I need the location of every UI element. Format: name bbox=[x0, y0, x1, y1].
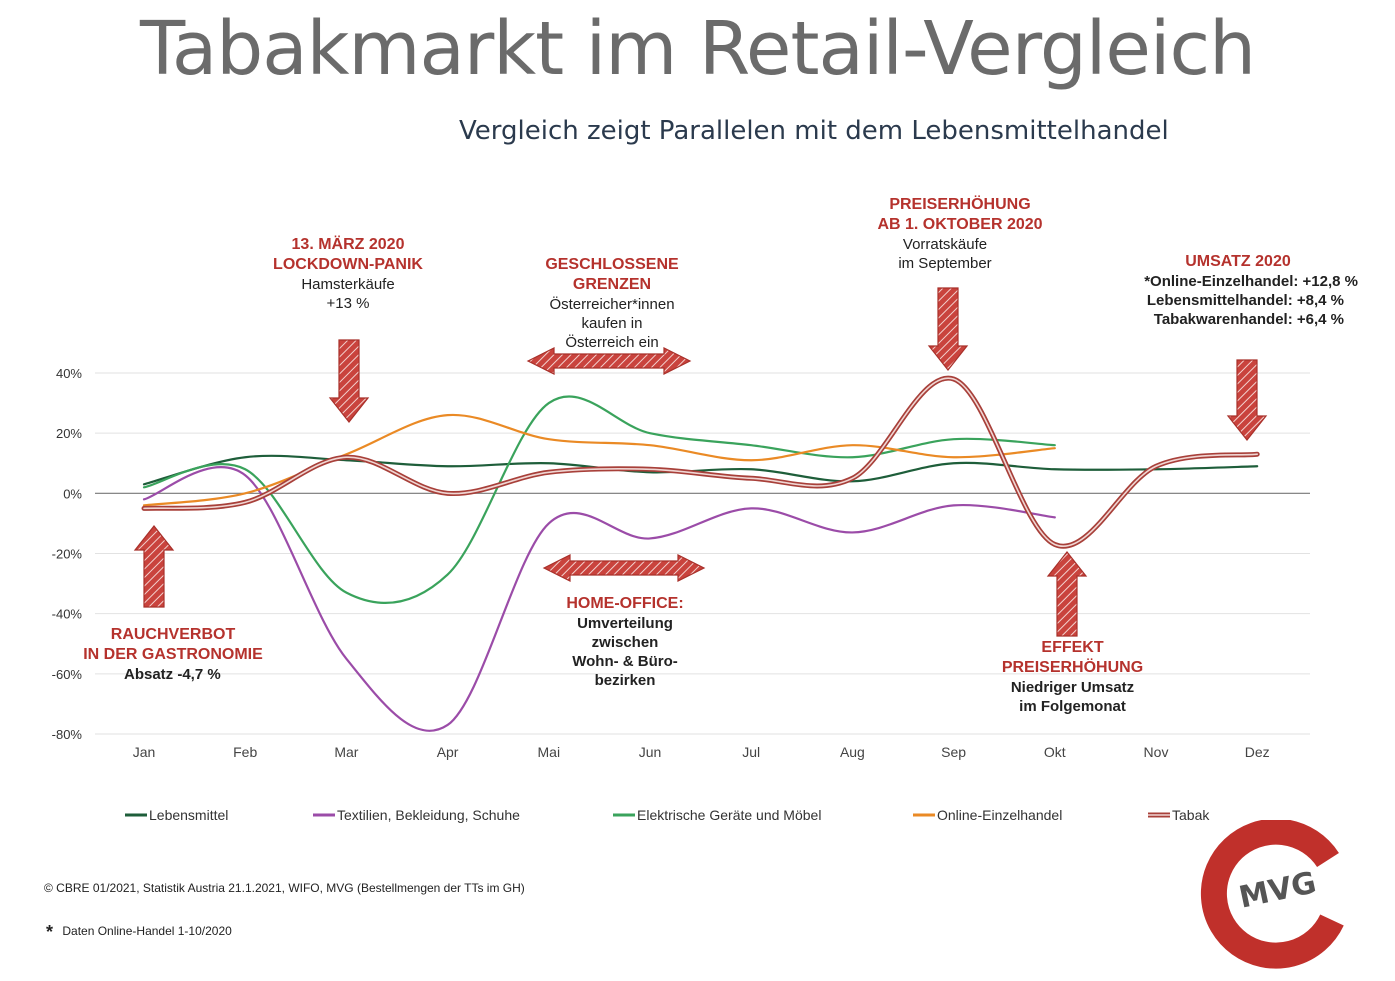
annotation-homeoffice: HOME-OFFICE: Umverteilung zwischen Wohn-… bbox=[540, 594, 710, 690]
series-line bbox=[142, 466, 1056, 732]
series-lines bbox=[141, 375, 1260, 732]
annotation-rauchverbot: RAUCHVERBOT IN DER GASTRONOMIE Absatz -4… bbox=[78, 625, 268, 684]
series-line bbox=[142, 413, 1056, 507]
annotation-umsatz: UMSATZ 2020 *Online-Einzelhandel: +12,8 … bbox=[1118, 252, 1358, 329]
annotation-text: Wohn- & Büro- bbox=[572, 653, 678, 670]
annotation-text: im Folgemonat bbox=[1019, 698, 1126, 715]
annotation-heading: 13. MÄRZ 2020 bbox=[291, 236, 405, 253]
footnote: * Daten Online-Handel 1-10/2020 bbox=[46, 922, 232, 943]
x-tick-label: Nov bbox=[1144, 744, 1169, 760]
annotation-text: Vorratskäufe bbox=[902, 236, 988, 253]
annotation-arrow bbox=[1046, 551, 1088, 637]
annotation-text: Hamsterkäufe bbox=[301, 276, 395, 293]
logo-ring bbox=[1200, 820, 1344, 969]
annotation-heading: IN DER GASTRONOMIE bbox=[83, 646, 263, 663]
annotation-text: im September bbox=[898, 255, 992, 272]
annotation-text: bezirken bbox=[594, 672, 656, 689]
annotation-grenzen: GESCHLOSSENE GRENZEN Österreicher*innen … bbox=[522, 255, 702, 352]
grid-lines bbox=[95, 372, 1310, 735]
series-line-tabak bbox=[143, 377, 1258, 548]
annotation-heading: GRENZEN bbox=[572, 276, 652, 293]
annotation-arrow bbox=[927, 287, 969, 371]
annotation-text: Lebensmittelhandel: +8,4 % bbox=[1146, 292, 1344, 309]
x-tick-label: Jan bbox=[133, 744, 156, 760]
annotation-heading: PREISERHÖHUNG bbox=[889, 196, 1031, 213]
annotation-heading: GESCHLOSSENE bbox=[545, 256, 679, 273]
annotation-effekt: EFFEKT PREISERHÖHUNG Niedriger Umsatz im… bbox=[985, 638, 1160, 716]
x-tick-label: Mai bbox=[538, 744, 561, 760]
x-tick-label: Mar bbox=[334, 744, 358, 760]
x-tick-label: Apr bbox=[437, 744, 459, 760]
annotation-arrow bbox=[133, 525, 175, 608]
x-tick-labels: Jan Feb Mar Apr Mai Jun Jul Aug Sep Okt Nov Dez bbox=[133, 744, 1270, 760]
legend-label: Tabak bbox=[1172, 807, 1210, 823]
legend-label: Online-Einzelhandel bbox=[937, 807, 1062, 823]
x-tick-label: Feb bbox=[233, 744, 257, 760]
annotation-text: Tabakwarenhandel: +6,4 % bbox=[1153, 311, 1344, 328]
legend-label: Elektrische Geräte und Möbel bbox=[637, 807, 821, 823]
series-line bbox=[142, 395, 1056, 605]
annotation-text: Niedriger Umsatz bbox=[1010, 679, 1135, 696]
x-tick-label: Sep bbox=[941, 744, 966, 760]
annotation-heading: LOCKDOWN-PANIK bbox=[273, 256, 423, 273]
x-tick-label: Okt bbox=[1044, 744, 1066, 760]
x-tick-label: Dez bbox=[1245, 744, 1270, 760]
annotation-arrows bbox=[133, 287, 1268, 637]
source-note: © CBRE 01/2021, Statistik Austria 21.1.2… bbox=[44, 881, 525, 895]
y-tick-label: -20% bbox=[52, 547, 83, 562]
x-tick-label: Aug bbox=[840, 744, 865, 760]
annotation-text: Österreicher*innen bbox=[549, 296, 675, 313]
annotation-text: Umverteilung bbox=[577, 615, 673, 632]
page-subtitle: Vergleich zeigt Parallelen mit dem Leben… bbox=[459, 116, 1169, 146]
y-tick-label: 40% bbox=[56, 366, 82, 381]
y-tick-label: -80% bbox=[52, 727, 83, 742]
y-tick-label: -40% bbox=[52, 607, 83, 622]
annotation-double-arrow bbox=[542, 554, 706, 582]
annotation-text: Absatz -4,7 % bbox=[124, 666, 221, 683]
y-tick-label: 0% bbox=[63, 486, 82, 501]
annotation-heading: HOME-OFFICE: bbox=[566, 595, 684, 612]
annotation-lockdown: 13. MÄRZ 2020 LOCKDOWN-PANIK Hamsterkäuf… bbox=[258, 235, 438, 313]
footnote-star: * bbox=[46, 922, 54, 942]
logo-text: MVG bbox=[1236, 865, 1319, 915]
annotation-arrow bbox=[1226, 359, 1268, 441]
annotation-preiserhoehung: PREISERHÖHUNG AB 1. OKTOBER 2020 Vorrats… bbox=[850, 195, 1070, 273]
x-tick-label: Jun bbox=[639, 744, 662, 760]
mvg-logo: MVG bbox=[1200, 820, 1344, 969]
annotation-text: *Online-Einzelhandel: +12,8 % bbox=[1144, 273, 1358, 290]
x-tick-label: Jul bbox=[742, 744, 760, 760]
legend-label: Lebensmittel bbox=[149, 807, 228, 823]
annotation-heading: EFFEKT bbox=[1041, 639, 1104, 656]
legend: Lebensmittel Textilien, Bekleidung, Schuh… bbox=[125, 807, 1210, 823]
series-line-tabak-outline bbox=[141, 375, 1260, 549]
annotation-arrow bbox=[328, 339, 370, 423]
footnote-text: Daten Online-Handel 1-10/2020 bbox=[62, 924, 232, 938]
y-tick-label: 20% bbox=[56, 426, 82, 441]
legend-label: Textilien, Bekleidung, Schuhe bbox=[337, 807, 520, 823]
annotation-heading: RAUCHVERBOT bbox=[110, 626, 236, 643]
annotation-heading: UMSATZ 2020 bbox=[1185, 253, 1291, 270]
annotation-heading: PREISERHÖHUNG bbox=[1001, 659, 1144, 676]
annotation-text: zwischen bbox=[591, 634, 659, 651]
annotation-text: Österreich ein bbox=[565, 334, 659, 351]
page-title: Tabakmarkt im Retail-Vergleich bbox=[139, 6, 1256, 92]
annotation-heading: AB 1. OKTOBER 2020 bbox=[877, 216, 1043, 233]
annotation-text: +13 % bbox=[326, 295, 370, 312]
y-tick-labels: 40% 20% 0% -20% -40% -60% -80% bbox=[52, 366, 83, 742]
annotation-double-arrow bbox=[526, 347, 692, 375]
y-tick-label: -60% bbox=[52, 667, 83, 682]
annotation-text: kaufen in bbox=[581, 315, 643, 332]
